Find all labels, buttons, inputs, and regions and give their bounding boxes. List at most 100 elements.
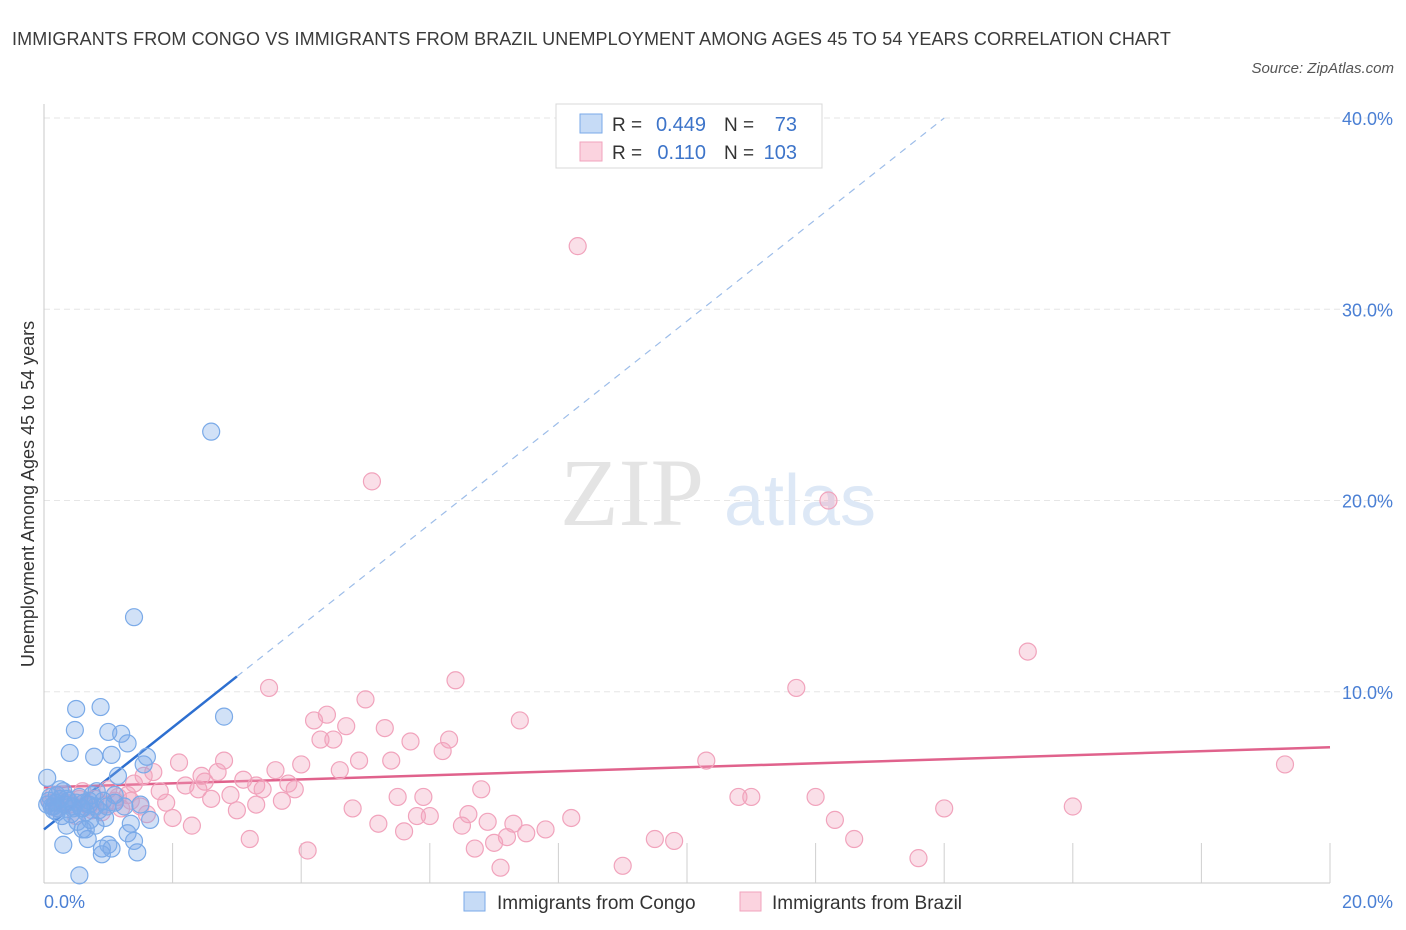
bottom-legend-brazil-swatch	[739, 891, 762, 912]
brazil-point	[407, 806, 427, 826]
brazil-point	[729, 787, 748, 807]
brazil-point	[349, 751, 369, 770]
congo-point	[92, 845, 111, 864]
brazil-point	[163, 808, 182, 828]
watermark-zip: ZIP	[560, 439, 704, 546]
congo-point	[67, 793, 86, 812]
congo-point	[108, 766, 128, 786]
brazil-point	[491, 858, 510, 877]
legend-brazil-r-label: R =	[612, 143, 642, 164]
brazil-point	[137, 805, 156, 824]
brazil-point	[157, 793, 176, 812]
congo-point	[112, 724, 131, 743]
brazil-point	[221, 785, 240, 805]
bottom-legend-brazil-label: Immigrants from Brazil	[772, 893, 962, 914]
legend-brazil-swatch	[579, 141, 603, 162]
bottom-legend-congo-swatch	[463, 891, 486, 912]
brazil-point	[510, 711, 529, 730]
y-tick-label-40: 40.0%	[1342, 109, 1393, 129]
brazil-point	[414, 787, 433, 807]
brazil-point	[472, 780, 491, 799]
legend-brazil-n-label: N =	[724, 143, 754, 164]
series-congo-points	[38, 422, 234, 885]
congo-point	[202, 422, 221, 441]
x-tick-label-min: 0.0%	[44, 892, 85, 912]
congo-point	[118, 734, 137, 753]
brazil-point	[665, 831, 684, 851]
brazil-point	[369, 814, 388, 833]
brazil-point	[337, 717, 356, 736]
brazil-point	[1018, 642, 1037, 661]
legend-brazil-n-value: 103	[764, 142, 797, 164]
brazil-point	[124, 774, 144, 793]
legend-congo-swatch	[579, 113, 603, 134]
brazil-point	[439, 730, 459, 749]
brazil-point	[195, 772, 214, 791]
congo-point	[214, 707, 234, 726]
brazil-point	[613, 856, 632, 875]
congo-point	[40, 791, 59, 810]
legend-congo-n-label: N =	[724, 115, 754, 136]
congo-point	[86, 816, 105, 835]
brazil-point	[362, 472, 382, 491]
brazil-point	[343, 799, 362, 818]
congo-point	[76, 820, 95, 839]
brazil-point	[247, 776, 266, 795]
congo-point	[86, 797, 105, 816]
brazil-point	[169, 753, 189, 772]
x-tick-label-max: 20.0%	[1342, 892, 1393, 912]
brazil-point	[909, 849, 928, 868]
series-legend: Immigrants from Congo Immigrants from Br…	[463, 891, 962, 914]
brazil-trend-line	[43, 745, 1331, 789]
brazil-point	[697, 751, 716, 770]
congo-point	[124, 608, 144, 627]
congo-point	[105, 785, 124, 805]
brazil-point	[292, 755, 311, 774]
brazil-point	[845, 829, 864, 849]
legend-brazil-r-value: 0.110	[657, 142, 706, 164]
congo-point	[70, 866, 89, 885]
brazil-point	[517, 824, 536, 843]
congo-point	[60, 743, 79, 763]
brazil-point	[452, 816, 472, 835]
y-tick-label-10: 10.0%	[1342, 683, 1393, 703]
brazil-point	[214, 751, 234, 770]
congo-point	[85, 747, 104, 766]
brazil-point	[806, 787, 825, 807]
brazil-point	[311, 730, 330, 749]
brazil-point	[742, 787, 761, 807]
congo-point	[128, 843, 147, 862]
brazil-point	[202, 789, 221, 808]
congo-point	[67, 699, 86, 719]
congo-point	[38, 768, 57, 787]
congo-point	[102, 745, 121, 764]
brazil-point	[536, 820, 555, 839]
brazil-point	[150, 782, 169, 801]
brazil-point	[394, 822, 414, 841]
brazil-point	[272, 791, 292, 810]
congo-point	[91, 697, 110, 717]
brazil-point	[388, 787, 407, 807]
brazil-point	[568, 237, 587, 256]
congo-point	[124, 831, 144, 851]
brazil-point	[330, 761, 349, 780]
brazil-point	[144, 762, 163, 782]
brazil-point	[433, 741, 452, 761]
brazil-point	[285, 780, 304, 799]
brazil-point	[446, 671, 465, 690]
y-axis-tick-labels: 10.0% 20.0% 30.0% 40.0%	[1342, 109, 1393, 703]
congo-point	[54, 835, 73, 854]
brazil-point	[935, 799, 954, 818]
brazil-point	[192, 766, 211, 786]
brazil-point	[375, 718, 394, 738]
brazil-point	[819, 491, 838, 510]
correlation-legend: R = 0.449 N = 73 R = 0.110 N = 103	[555, 103, 823, 169]
brazil-point	[562, 808, 581, 828]
congo-point	[121, 814, 140, 833]
bottom-legend-congo-label: Immigrants from Congo	[497, 893, 696, 914]
brazil-point	[317, 705, 337, 724]
legend-congo-r-value: 0.449	[656, 114, 706, 136]
brazil-point	[787, 678, 806, 698]
brazil-point	[298, 841, 317, 860]
y-tick-label-20: 20.0%	[1342, 492, 1393, 512]
